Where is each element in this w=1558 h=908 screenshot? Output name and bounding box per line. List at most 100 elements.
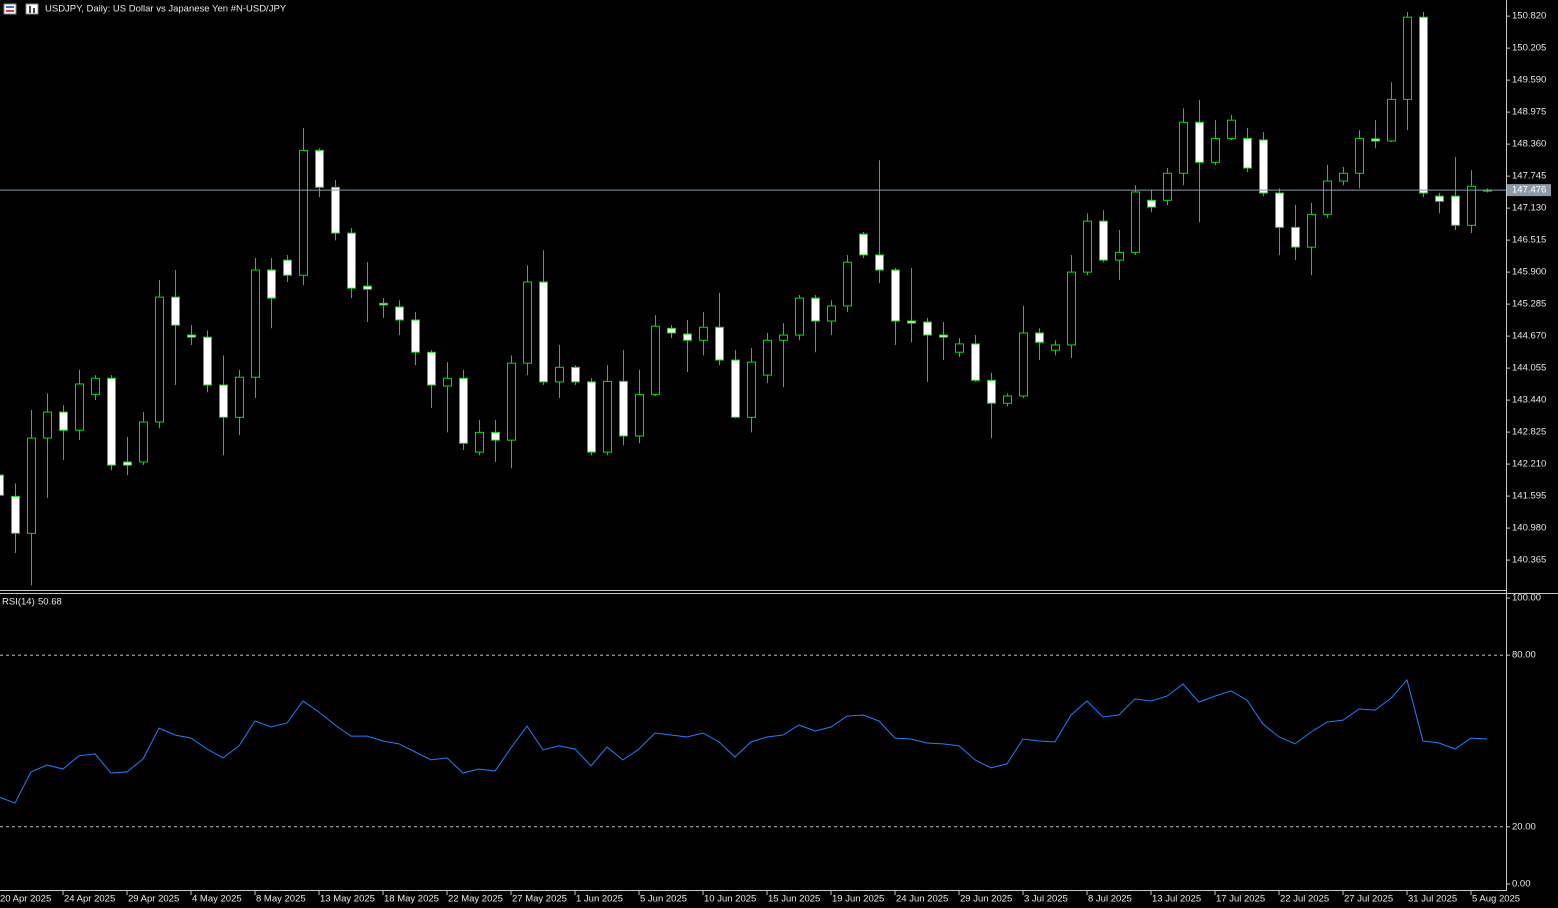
candle-body	[235, 376, 244, 418]
candle-body	[363, 285, 372, 290]
candle-body	[1227, 119, 1236, 139]
candle-body	[1435, 195, 1444, 202]
icon	[25, 3, 39, 15]
y-tick-label: 148.975	[1512, 107, 1546, 118]
x-tick-label: 17 Jul 2025	[1216, 894, 1265, 905]
y-tick-label: 141.595	[1512, 491, 1546, 502]
symbol-icons	[3, 3, 39, 15]
candle-body	[0, 474, 4, 496]
candle-body	[587, 381, 596, 453]
y-tick-label: 147.745	[1512, 171, 1546, 182]
candle-body	[1163, 172, 1172, 201]
candle-body	[1371, 138, 1380, 142]
candle-body	[619, 380, 628, 437]
candle-body	[107, 377, 116, 466]
y-tick-label: 143.440	[1512, 395, 1546, 406]
y-tick-label: 145.900	[1512, 267, 1546, 278]
y-tick-label: 0.00	[1512, 879, 1531, 890]
y-tick-label: 150.820	[1512, 11, 1546, 22]
candle-body	[891, 269, 900, 322]
candle-body	[779, 334, 788, 341]
candle-body	[1195, 121, 1204, 163]
x-tick-label: 29 Apr 2025	[128, 894, 179, 905]
y-tick-label: 144.670	[1512, 331, 1546, 342]
x-tick-label: 13 May 2025	[320, 894, 375, 905]
candle-body	[379, 302, 388, 306]
x-tick-label: 22 May 2025	[448, 894, 503, 905]
candle-body	[283, 259, 292, 276]
indicator-value: 50.68	[38, 597, 62, 608]
candle-body	[331, 186, 340, 234]
y-tick-label: 140.980	[1512, 523, 1546, 534]
candle-body	[1403, 16, 1412, 100]
candle-body	[123, 461, 132, 466]
candle-body	[971, 343, 980, 381]
candle-body	[411, 319, 420, 353]
icon	[29, 6, 31, 13]
x-tick-label: 8 Jul 2025	[1088, 894, 1132, 905]
candle-body	[1019, 332, 1028, 397]
candle-body	[603, 380, 612, 453]
candle-body	[1131, 191, 1140, 253]
candle-body	[1211, 137, 1220, 163]
x-tick-label: 15 Jun 2025	[768, 894, 820, 905]
candle-body	[443, 377, 452, 387]
candle-body	[1243, 137, 1252, 169]
candle-body	[907, 320, 916, 324]
candle-body	[1067, 271, 1076, 346]
candle-body	[1035, 332, 1044, 343]
icon	[6, 6, 14, 8]
x-tick-label: 4 May 2025	[192, 894, 242, 905]
candle-body	[139, 421, 148, 463]
y-tick-label: 80.00	[1512, 650, 1536, 661]
candle-body	[59, 411, 68, 431]
candle-body	[1147, 199, 1156, 208]
candle-body	[1307, 213, 1316, 248]
current-price-label: 147.476	[1512, 185, 1546, 196]
x-tick-label: 27 Jul 2025	[1344, 894, 1393, 905]
candle-body	[811, 297, 820, 322]
candle-body	[203, 336, 212, 386]
candle-body	[683, 333, 692, 341]
candle-body	[827, 305, 836, 322]
candle-body	[715, 326, 724, 361]
y-tick-label: 140.365	[1512, 555, 1546, 566]
candle-body	[571, 366, 580, 383]
y-tick-label: 146.515	[1512, 235, 1546, 246]
icon	[6, 10, 14, 12]
candle-body	[555, 366, 564, 383]
candle-body	[507, 362, 516, 441]
candle-body	[11, 495, 20, 534]
candle-body	[1419, 16, 1428, 194]
candle-body	[459, 377, 468, 444]
candle-body	[1051, 344, 1060, 351]
candle-body	[539, 281, 548, 383]
candle-body	[75, 383, 84, 431]
candle-body	[923, 321, 932, 336]
y-tick-label: 149.590	[1512, 75, 1546, 86]
candle-body	[155, 296, 164, 423]
candle-body	[427, 351, 436, 386]
x-tick-label: 13 Jul 2025	[1152, 894, 1201, 905]
candle-body	[491, 431, 500, 441]
candle-body	[875, 254, 884, 271]
x-tick-label: 24 Jun 2025	[896, 894, 948, 905]
candle-body	[91, 377, 100, 395]
candle-body	[1339, 172, 1348, 182]
candle-body	[747, 361, 756, 418]
x-tick-label: 18 May 2025	[384, 894, 439, 905]
y-tick-label: 150.205	[1512, 43, 1546, 54]
x-tick-label: 29 Jun 2025	[960, 894, 1012, 905]
candle-body	[1323, 180, 1332, 215]
candle-body	[843, 261, 852, 307]
y-tick-label: 144.055	[1512, 363, 1546, 374]
x-tick-label: 31 Jul 2025	[1408, 894, 1457, 905]
x-tick-label: 27 May 2025	[512, 894, 567, 905]
candle-body	[27, 437, 36, 534]
y-tick-label: 20.00	[1512, 821, 1536, 832]
candle-body	[859, 233, 868, 256]
candle-body	[1003, 395, 1012, 404]
candle-body	[1083, 220, 1092, 273]
candle-body	[299, 149, 308, 276]
